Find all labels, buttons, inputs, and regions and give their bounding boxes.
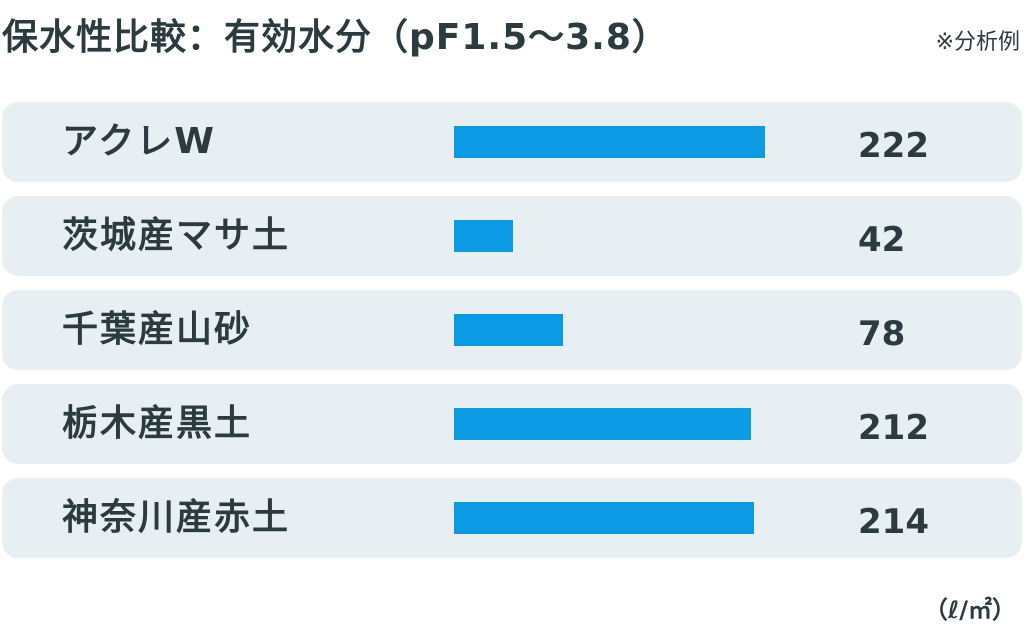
bar-row: 茨城産マサ土 42 [2,196,1022,276]
bar [454,502,754,534]
category-label: 神奈川産赤土 [62,497,291,538]
unit-label: （ℓ/㎡） [923,596,1016,624]
category-label: 千葉産山砂 [62,309,253,350]
category-label: 茨城産マサ土 [62,215,291,256]
bar-row: アクレW 222 [2,102,1022,182]
bar-row: 千葉産山砂 78 [2,290,1022,370]
bar [454,314,563,346]
bar-row: 神奈川産赤土 214 [2,478,1022,558]
value-label: 78 [858,314,906,354]
bar [454,126,765,158]
bar-row: 栃木産黒土 212 [2,384,1022,464]
bar [454,408,751,440]
value-label: 212 [858,408,929,448]
category-label: 栃木産黒土 [62,403,253,444]
value-label: 222 [858,126,929,166]
category-label: アクレW [62,121,216,162]
value-label: 214 [858,502,929,542]
bar [454,220,513,252]
value-label: 42 [858,220,906,260]
chart-title: 保水性比較：有効水分（pF1.5〜3.8） [2,17,669,58]
analysis-note: ※分析例 [935,30,1020,55]
